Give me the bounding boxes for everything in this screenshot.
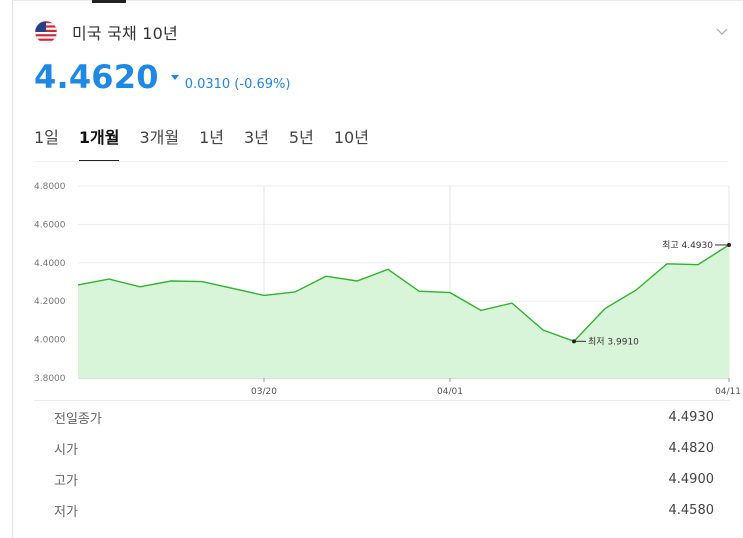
instrument-title: 미국 국채 10년 (72, 24, 178, 43)
y-tick-label: 4.0000 (34, 336, 66, 346)
tab-10y[interactable]: 10년 (333, 128, 369, 147)
panel-top-rule (12, 0, 743, 1)
y-tick-label: 4.6000 (34, 220, 66, 230)
stats-divider (34, 400, 730, 401)
panel-left-border (12, 0, 13, 538)
tab-5y[interactable]: 5년 (288, 128, 314, 147)
y-axis-ticks: 4.8000 4.6000 4.4000 4.2000 4.0000 3.8000 (34, 182, 66, 384)
quote-row: 4.4620 0.0310 (-0.69%) (34, 58, 290, 96)
chart-price-line (77, 244, 730, 343)
x-tick-label: 03/20 (251, 387, 277, 397)
tab-1y[interactable]: 1년 (199, 128, 225, 147)
stat-row-low: 저가 4.4580 (34, 495, 730, 526)
stat-row-open: 시가 4.4820 (34, 433, 730, 464)
low-marker (572, 339, 576, 344)
period-tabs: 1일 1개월 3개월 1년 3년 5년 10년 (34, 124, 389, 162)
down-arrow-icon (170, 75, 179, 80)
y-tick-label: 4.8000 (34, 182, 66, 192)
y-tick-label: 4.2000 (34, 297, 66, 307)
stat-row-high: 고가 4.4900 (34, 464, 730, 495)
stat-label: 저가 (54, 505, 78, 520)
stat-value: 4.4900 (668, 472, 715, 487)
stat-label: 고가 (54, 474, 78, 489)
tab-3m[interactable]: 3개월 (139, 128, 180, 147)
price-chart[interactable]: 4.8000 4.6000 4.4000 4.2000 4.0000 3.8000 03/… (0, 170, 743, 402)
tabs-divider (34, 161, 728, 162)
high-marker (727, 242, 731, 247)
instrument-header[interactable]: 미국 국채 10년 (34, 18, 178, 46)
stat-row-prev-close: 전일종가 4.4930 (34, 402, 730, 433)
stat-label: 시가 (54, 443, 78, 458)
x-axis-ticks: 03/20 04/01 04/11 (251, 387, 741, 397)
stat-value: 4.4580 (668, 503, 715, 518)
us-flag-icon (34, 20, 58, 44)
current-price: 4.4620 (34, 58, 159, 96)
stat-value: 4.4930 (668, 410, 715, 425)
stat-label: 전일종가 (54, 412, 102, 427)
tab-1m[interactable]: 1개월 (78, 124, 119, 162)
x-tick-label: 04/01 (437, 387, 463, 397)
x-tick-label: 04/11 (715, 387, 741, 397)
top-tab-indicator (92, 0, 126, 3)
chart-area-fill (78, 244, 729, 378)
tab-3y[interactable]: 3년 (244, 128, 269, 147)
price-change: 0.0310 (-0.69%) (184, 77, 291, 92)
stats-table: 전일종가 4.4930 시가 4.4820 고가 4.4900 저가 4.458… (34, 402, 730, 526)
y-tick-label: 3.8000 (34, 374, 66, 384)
high-label: 최고 4.4930 (662, 240, 713, 251)
tab-1d[interactable]: 1일 (34, 128, 59, 147)
low-label: 최저 3.9910 (588, 336, 639, 347)
chevron-down-icon[interactable] (715, 24, 729, 38)
y-tick-label: 4.4000 (34, 259, 66, 269)
chart-annotations: 최고 4.4930 최저 3.9910 (572, 240, 731, 347)
stat-value: 4.4820 (668, 441, 715, 456)
